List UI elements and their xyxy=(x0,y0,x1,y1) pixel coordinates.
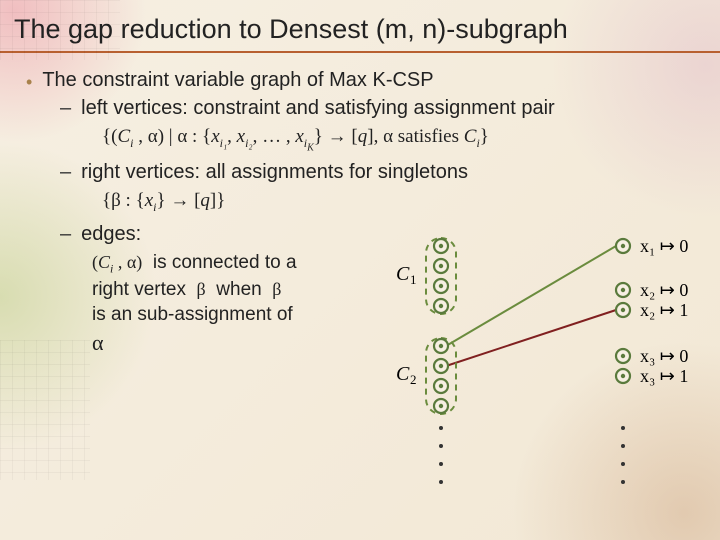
bullet-main: • The constraint variable graph of Max K… xyxy=(26,69,702,95)
svg-text:2: 2 xyxy=(410,372,417,387)
bipartite-diagram: C1C2x₁ ↦ 0x₂ ↦ 0x₂ ↦ 1x₃ ↦ 0x₃ ↦ 1 xyxy=(388,228,718,518)
svg-text:x₃ ↦ 0: x₃ ↦ 0 xyxy=(640,346,688,366)
svg-text:x₂ ↦ 1: x₂ ↦ 1 xyxy=(640,300,688,320)
sub-right-vertices: – right vertices: all assignments for si… xyxy=(60,161,702,184)
edge-text-4: is an sub-assignment of xyxy=(92,304,293,325)
dash-icon: – xyxy=(60,97,71,120)
edge-description: (Ci , α) is connected to a right vertex … xyxy=(92,250,392,358)
edge-text-1: is connected to a xyxy=(153,252,297,273)
sub-right-text: right vertices: all assignments for sing… xyxy=(81,161,468,184)
sub-left-text: left vertices: constraint and satisfying… xyxy=(81,97,555,120)
formula-right: {β : {xi} → [q]} xyxy=(102,190,702,215)
bullet-dot-icon: • xyxy=(26,69,32,95)
svg-text:x₃ ↦ 1: x₃ ↦ 1 xyxy=(640,366,688,386)
svg-text:C: C xyxy=(396,263,410,285)
svg-text:x₁ ↦ 0: x₁ ↦ 0 xyxy=(640,236,688,256)
edge-text-3: when xyxy=(216,279,261,300)
edge-text-2: right vertex xyxy=(92,279,186,300)
dash-icon: – xyxy=(60,223,71,246)
formula-left: {(Ci , α) | α : {xi₁, xi₂, … , xiK} → [q… xyxy=(102,126,702,153)
svg-text:C: C xyxy=(396,363,410,385)
bullet-text: The constraint variable graph of Max K-C… xyxy=(42,69,433,95)
svg-text:1: 1 xyxy=(410,272,417,287)
dash-icon: – xyxy=(60,161,71,184)
svg-text:x₂ ↦ 0: x₂ ↦ 0 xyxy=(640,280,688,300)
sub-edges-text: edges: xyxy=(81,223,141,246)
sub-left-vertices: – left vertices: constraint and satisfyi… xyxy=(60,97,702,120)
